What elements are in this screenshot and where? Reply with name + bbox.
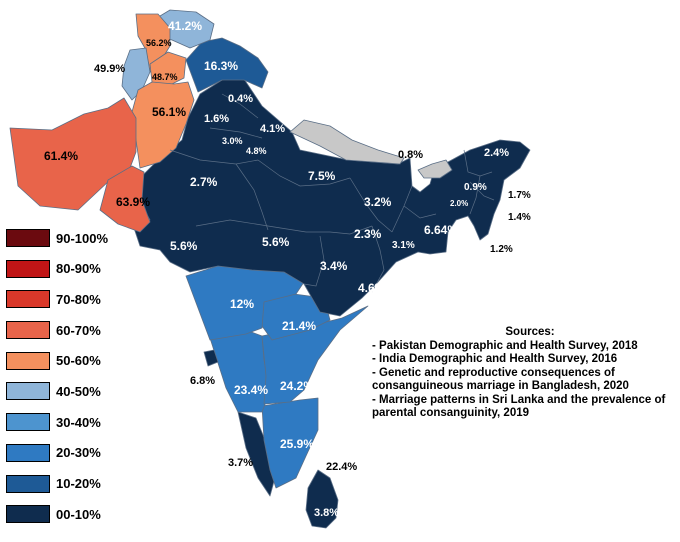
legend-item: 70-80% bbox=[6, 289, 136, 309]
legend-label: 20-30% bbox=[56, 445, 101, 461]
region-nepal bbox=[289, 119, 405, 165]
label-uttar-pradesh: 7.5% bbox=[308, 169, 336, 183]
region-sri-lanka bbox=[305, 469, 339, 529]
label-sikkim: 0.8% bbox=[398, 149, 423, 161]
label-gujarat: 5.6% bbox=[170, 239, 198, 253]
label-bihar: 3.2% bbox=[364, 195, 392, 209]
legend-swatch bbox=[6, 321, 50, 340]
label-jharkhand: 2.3% bbox=[354, 227, 382, 241]
label-rajasthan: 2.7% bbox=[190, 175, 218, 189]
label-meghalaya: 2.0% bbox=[450, 199, 468, 208]
legend-label: 40-50% bbox=[56, 383, 101, 399]
legend-swatch bbox=[6, 290, 50, 309]
legend-label: 00-10% bbox=[56, 506, 101, 522]
legend: 90-100% 80-90% 70-80% 60-70% 50-60% 40-5… bbox=[6, 228, 136, 535]
label-kerala: 3.7% bbox=[228, 457, 253, 469]
source-item: - Genetic and reproductive consequences … bbox=[372, 366, 629, 393]
label-sindh: 63.9% bbox=[116, 195, 150, 209]
label-madhya-pradesh: 5.6% bbox=[262, 235, 290, 249]
label-odisha: 4.6% bbox=[358, 281, 386, 295]
region-goa bbox=[203, 349, 219, 367]
region-kerala bbox=[237, 411, 277, 497]
label-puducherry: 22.4% bbox=[326, 461, 357, 473]
legend-label: 80-90% bbox=[56, 261, 101, 277]
label-balochistan: 61.4% bbox=[44, 149, 78, 163]
label-karnataka: 23.4% bbox=[234, 383, 268, 397]
legend-item: 40-50% bbox=[6, 381, 136, 401]
legend-swatch bbox=[6, 259, 50, 278]
legend-label: 70-80% bbox=[56, 291, 101, 307]
legend-swatch bbox=[6, 505, 50, 524]
label-azad-kashmir: 56.2% bbox=[146, 38, 172, 48]
label-haryana: 3.0% bbox=[222, 136, 243, 146]
legend-label: 60-70% bbox=[56, 322, 101, 338]
legend-label: 90-100% bbox=[56, 230, 109, 246]
legend-label: 30-40% bbox=[56, 414, 101, 430]
legend-item: 10-20% bbox=[6, 474, 136, 494]
region-sindh bbox=[99, 165, 151, 233]
legend-item: 20-30% bbox=[6, 443, 136, 463]
region-tamil-nadu bbox=[261, 397, 319, 489]
label-gilgit-baltistan: 41.2% bbox=[168, 19, 202, 33]
label-andhra-pradesh: 24.2% bbox=[280, 379, 314, 393]
label-uttarakhand: 4.1% bbox=[260, 123, 285, 135]
label-islamabad: 48.7% bbox=[152, 72, 178, 82]
legend-item: 50-60% bbox=[6, 351, 136, 371]
legend-item: 30-40% bbox=[6, 412, 136, 432]
legend-item: 90-100% bbox=[6, 228, 136, 248]
label-manipur: 1.4% bbox=[508, 212, 531, 223]
region-telangana bbox=[261, 293, 331, 341]
legend-swatch bbox=[6, 413, 50, 432]
label-goa: 6.8% bbox=[190, 375, 215, 387]
label-telangana: 21.4% bbox=[282, 319, 316, 333]
label-delhi: 4.8% bbox=[246, 146, 267, 156]
legend-swatch bbox=[6, 382, 50, 401]
legend-swatch bbox=[6, 474, 50, 493]
label-jammu-kashmir: 16.3% bbox=[204, 59, 238, 73]
legend-item: 00-10% bbox=[6, 504, 136, 524]
label-assam: 0.9% bbox=[464, 182, 487, 193]
label-bangladesh: 6.64% bbox=[424, 223, 458, 237]
legend-item: 80-90% bbox=[6, 259, 136, 279]
label-punjab-india: 1.6% bbox=[204, 113, 229, 125]
boundary-lines bbox=[169, 93, 495, 293]
legend-label: 10-20% bbox=[56, 476, 101, 491]
label-maharashtra: 12% bbox=[230, 297, 254, 311]
label-tamil-nadu: 25.9% bbox=[280, 437, 314, 451]
label-sri-lanka: 3.8% bbox=[314, 507, 339, 519]
legend-swatch bbox=[6, 351, 50, 370]
label-mizoram: 1.2% bbox=[490, 244, 513, 255]
region-balochistan bbox=[9, 97, 137, 211]
region-india-north-east bbox=[133, 75, 531, 317]
source-item: - Pakistan Demographic and Health Survey… bbox=[372, 339, 638, 352]
sources-block: Sources: - Pakistan Demographic and Heal… bbox=[372, 326, 672, 421]
label-himachal-pradesh: 0.4% bbox=[228, 93, 253, 105]
label-west-bengal: 3.1% bbox=[392, 240, 415, 251]
region-bhutan bbox=[417, 159, 453, 179]
legend-label: 50-60% bbox=[56, 353, 101, 369]
legend-item: 60-70% bbox=[6, 320, 136, 340]
label-khyber-pakhtunkhwa: 49.9% bbox=[94, 63, 125, 75]
legend-swatch bbox=[6, 229, 50, 247]
region-jammu-kashmir bbox=[185, 37, 269, 93]
source-item: - India Demographic and Health Survey, 2… bbox=[372, 353, 618, 365]
legend-swatch bbox=[6, 443, 50, 462]
source-item: - Marriage patterns in Sri Lanka and the… bbox=[372, 393, 666, 420]
label-arunachal-pradesh: 2.4% bbox=[484, 147, 509, 159]
label-chhattisgarh: 3.4% bbox=[320, 259, 348, 273]
label-punjab-pakistan: 56.1% bbox=[152, 105, 186, 119]
label-nagaland: 1.7% bbox=[508, 190, 531, 201]
sources-title: Sources: bbox=[505, 326, 555, 338]
